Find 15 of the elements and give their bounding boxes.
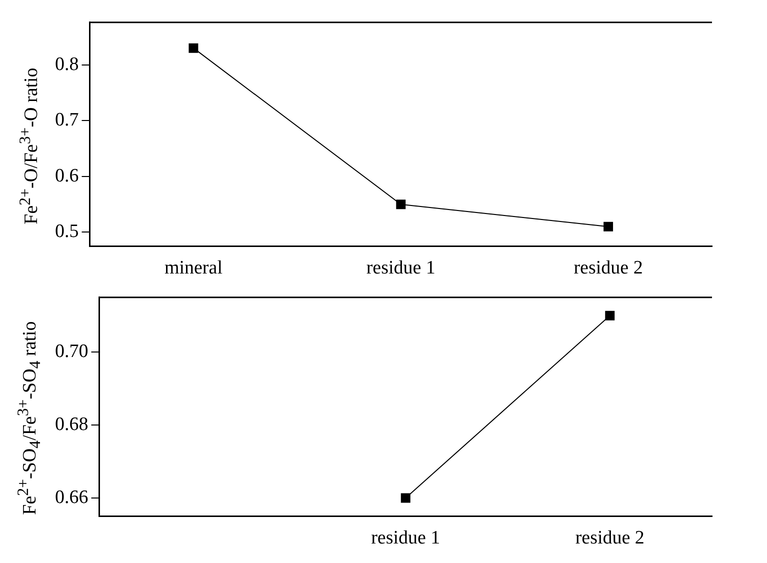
point	[604, 222, 614, 232]
y-tick-label: 0.7	[55, 110, 79, 131]
y-tick-label: 0.8	[55, 54, 79, 75]
x-tick-label: residue 1	[366, 258, 436, 279]
x-tick-label: residue 1	[371, 528, 440, 549]
y-tick-label: 0.6	[55, 165, 79, 186]
y-tick-label: 0.70	[55, 341, 88, 362]
y-tick-label: 0.68	[55, 414, 88, 436]
y-tick-label: 0.66	[55, 486, 88, 508]
x-tick-label: residue 2	[574, 258, 643, 279]
x-tick-label: residue 2	[575, 528, 644, 549]
x-tick-label: mineral	[164, 258, 222, 279]
point	[396, 200, 406, 210]
point	[188, 43, 198, 53]
y-tick-label: 0.5	[55, 221, 79, 242]
